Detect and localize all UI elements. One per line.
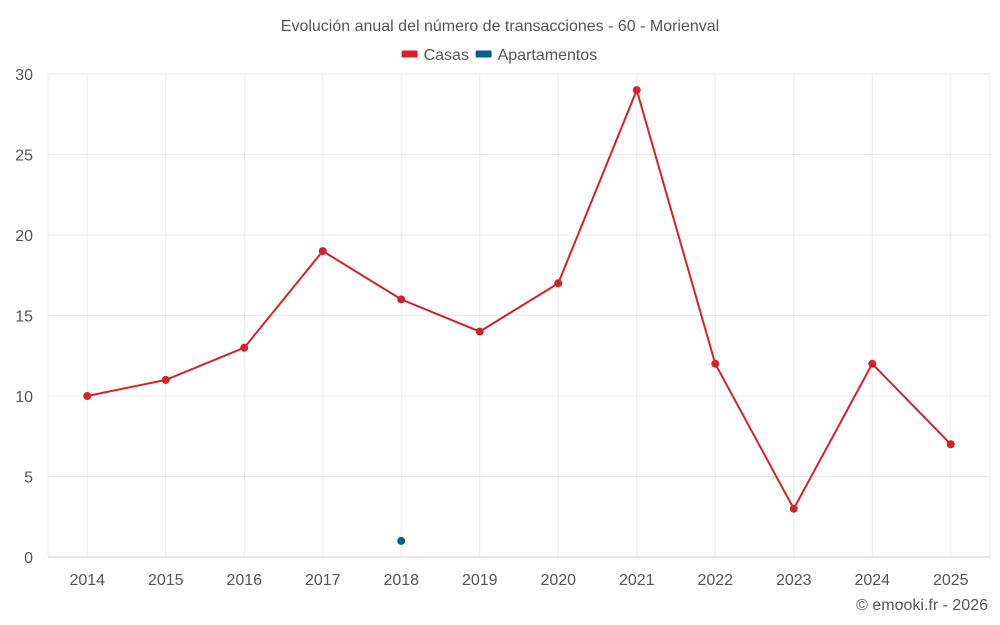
y-tick-label: 10: [15, 389, 33, 406]
data-point-apartamentos: [397, 536, 406, 545]
data-point-casas: [83, 392, 92, 400]
x-tick-label: 2021: [619, 572, 655, 589]
x-tick-label: 2018: [383, 572, 419, 589]
data-point-casas: [789, 504, 798, 513]
data-point-casas: [554, 279, 563, 288]
y-tick-label: 25: [15, 148, 33, 165]
x-tick-label: 2020: [540, 572, 576, 589]
legend: Casas Apartamentos: [401, 47, 598, 64]
y-tick-label: 5: [24, 470, 33, 487]
data-point-casas: [475, 327, 484, 336]
data-point-casas: [161, 375, 170, 384]
chart-title: Evolución anual del número de transaccio…: [281, 18, 719, 35]
data-point-casas: [240, 343, 249, 352]
x-tick-label: 2017: [305, 572, 341, 589]
data-point-casas: [868, 359, 877, 368]
x-tick-label: 2024: [854, 572, 890, 589]
legend-swatch-casas: [401, 50, 418, 58]
x-tick-label: 2023: [776, 572, 812, 589]
grid: [47, 73, 991, 557]
y-tick-label: 0: [24, 550, 33, 567]
x-tick-label: 2025: [933, 572, 969, 589]
credit-text: © emooki.fr - 2026: [856, 597, 988, 614]
series: [83, 86, 955, 545]
x-tick-label: 2014: [69, 572, 105, 589]
data-point-casas: [397, 295, 406, 304]
x-tick-label: 2019: [462, 572, 498, 589]
x-tick-label: 2015: [148, 572, 184, 589]
legend-label-casas: Casas: [424, 47, 469, 64]
data-point-casas: [632, 86, 641, 95]
data-point-casas: [318, 247, 327, 256]
y-tick-label: 30: [15, 67, 33, 84]
series-line-casas: [87, 87, 952, 511]
x-tick-label: 2016: [226, 572, 262, 589]
y-tick-label: 20: [15, 228, 33, 245]
x-tick-label: 2022: [697, 572, 733, 589]
data-point-casas: [711, 359, 720, 368]
legend-swatch-apartamentos: [475, 50, 492, 58]
y-tick-label: 15: [15, 309, 33, 326]
data-point-casas: [946, 440, 955, 449]
legend-label-apartamentos: Apartamentos: [498, 47, 598, 64]
